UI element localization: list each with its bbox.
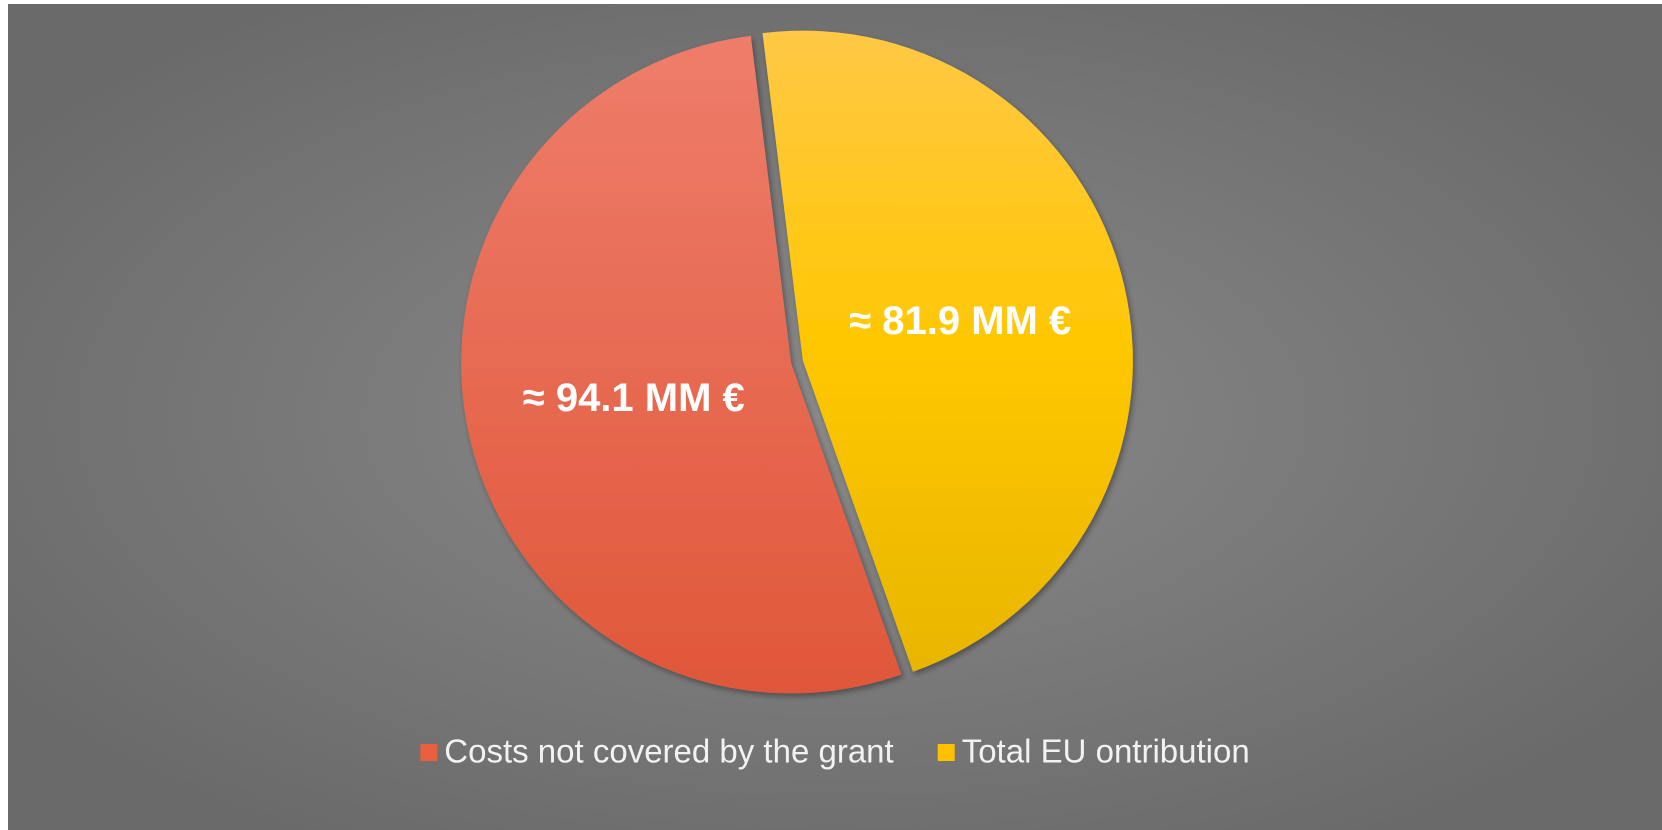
pie-slice	[762, 30, 1133, 672]
legend-label: Total EU ontribution	[962, 733, 1250, 770]
legend-swatch	[420, 744, 438, 761]
pie-slice	[461, 35, 902, 694]
value-label: ≈ 81.9 MM €	[849, 299, 1071, 343]
legend-label: Costs not covered by the grant	[444, 733, 893, 770]
value-label: ≈ 94.1 MM €	[523, 376, 745, 420]
legend-swatch	[937, 744, 955, 761]
